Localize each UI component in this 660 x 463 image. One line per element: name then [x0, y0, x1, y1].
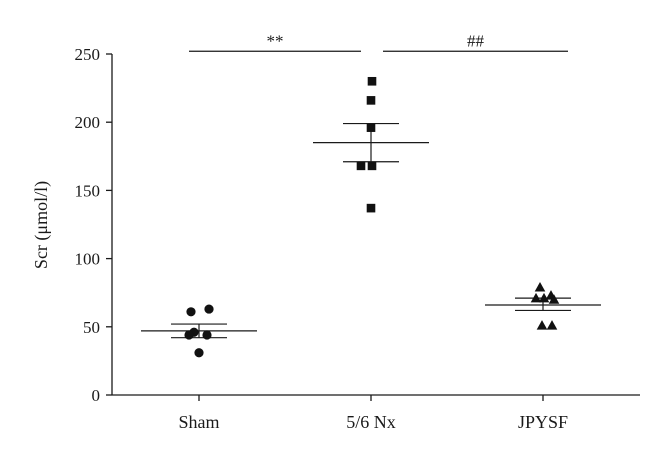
- x-tick-label: JPYSF: [518, 412, 568, 432]
- x-tick-label: Sham: [178, 412, 219, 432]
- axes: 0 50 100 150 200 250 Sham 5/6 Nx JPYSF: [75, 45, 640, 432]
- x-tick-label: 5/6 Nx: [346, 412, 396, 432]
- data-point-circle: [194, 348, 204, 358]
- data-point-triangle: [534, 281, 546, 292]
- data-point-square: [356, 161, 366, 171]
- y-tick-label: 150: [75, 181, 101, 200]
- mean-sem-bars: [141, 122, 601, 339]
- data-point-triangle: [538, 292, 550, 303]
- data-point-square: [366, 123, 376, 132]
- y-tick-label: 0: [92, 386, 101, 405]
- y-tick-label: 100: [75, 250, 101, 269]
- data-point-circle: [186, 307, 196, 317]
- data-point-square: [366, 96, 376, 105]
- y-tick-label: 200: [75, 113, 101, 132]
- data-point-circle: [184, 330, 194, 340]
- data-point-triangle: [530, 292, 542, 303]
- data-point-square: [367, 161, 377, 171]
- data-point-circle: [202, 330, 212, 340]
- data-point-triangle: [548, 294, 560, 304]
- data-point-square: [367, 76, 377, 86]
- data-point-square: [366, 203, 376, 213]
- data-point-triangle: [546, 320, 558, 330]
- y-tick-label: 50: [83, 318, 100, 337]
- significance-label: **: [267, 31, 284, 50]
- significance-label: ##: [467, 31, 485, 50]
- data-points: [184, 76, 560, 358]
- data-point-triangle: [536, 320, 548, 330]
- data-point-circle: [204, 304, 214, 314]
- significance-brackets: ** ##: [189, 31, 568, 52]
- y-tick-label: 250: [75, 45, 101, 64]
- y-axis-title: Scr (μmol/l): [31, 181, 52, 269]
